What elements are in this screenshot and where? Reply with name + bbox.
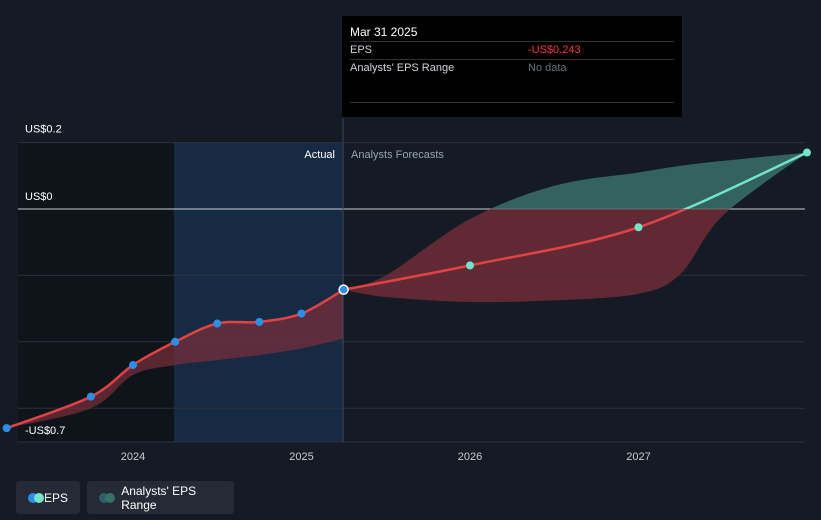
eps-point (86, 392, 95, 401)
eps-point (129, 361, 137, 370)
legend-range-label: Analysts' EPS Range (121, 483, 197, 512)
range-band-forecast-negative (343, 209, 731, 303)
y-tick-label: US$0.2 (25, 124, 62, 136)
forecasts-label: Analysts Forecasts (351, 149, 444, 161)
eps-forecast-line-negative (343, 209, 689, 291)
eps-point (2, 424, 11, 433)
eps-legend-icon (28, 492, 44, 503)
x-tick-labels: 2024 2025 2026 2027 (121, 451, 651, 463)
tooltip-date: Mar 31 2025 (350, 25, 418, 39)
eps-points (2, 148, 811, 433)
eps-point (297, 309, 306, 318)
eps-point (255, 317, 264, 326)
y-tick-label: -US$0.7 (25, 425, 65, 437)
range-legend-icon (99, 492, 115, 503)
y-tick-label: US$0 (25, 191, 53, 203)
tooltip-range-label: Analysts' EPS Range (350, 62, 455, 74)
tooltip-divider (350, 102, 674, 103)
eps-point (213, 319, 222, 328)
x-tick-label: 2027 (626, 451, 650, 463)
x-tick-label: 2025 (289, 451, 313, 463)
eps-forecast-line-positive (682, 151, 808, 209)
tooltip-eps-value: -US$0.243 (528, 44, 581, 56)
tooltip: Mar 31 2025 EPS -US$0.243 Analysts' EPS … (342, 16, 682, 117)
legend-range-button[interactable]: Analysts' EPS Range (87, 481, 234, 514)
eps-forecast-point (803, 148, 811, 157)
actual-highlight-band (174, 142, 343, 442)
past-shade (18, 142, 174, 442)
legend-eps-label: EPS (43, 490, 68, 505)
tooltip-eps-label: EPS (350, 44, 373, 56)
x-tick-label: 2026 (458, 451, 482, 463)
x-tick-label: 2024 (121, 451, 145, 463)
actual-label: Actual (304, 149, 335, 161)
eps-forecast-point (466, 261, 474, 270)
y-tick-labels: US$0.2 US$0 -US$0.7 (25, 124, 65, 437)
eps-point-latest (338, 284, 349, 295)
range-band-forecast-positive (490, 152, 807, 209)
legend-eps-button[interactable]: EPS (16, 481, 80, 514)
eps-forecast-point (634, 223, 643, 232)
eps-point (171, 337, 180, 346)
tooltip-range-value: No data (528, 62, 567, 74)
grid-lines (18, 142, 805, 443)
tooltip-eps-row: EPS -US$0.243 (350, 41, 674, 59)
tooltip-range-row: Analysts' EPS Range No data (350, 59, 674, 77)
